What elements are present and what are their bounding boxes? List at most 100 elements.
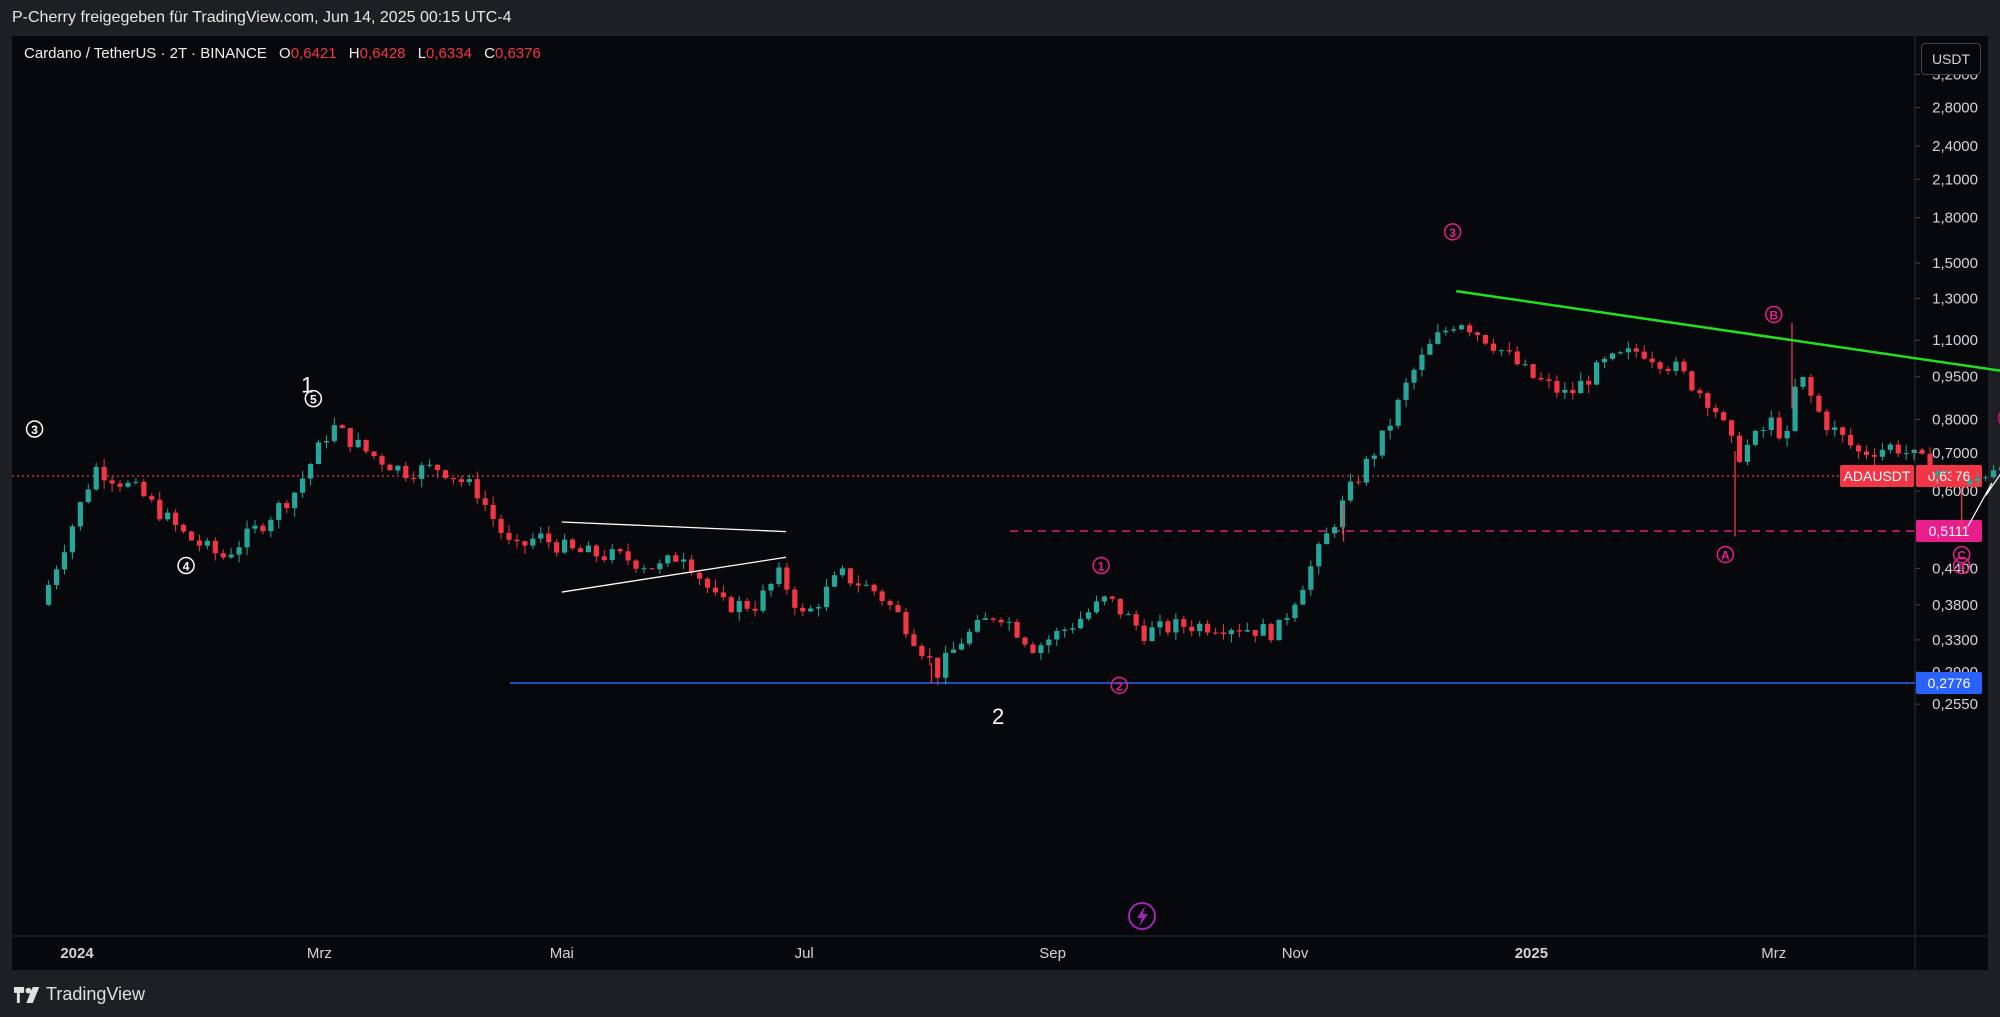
candle-body[interactable]: [1085, 612, 1092, 619]
candle-body[interactable]: [617, 549, 623, 552]
candle-body[interactable]: [681, 559, 687, 562]
candle-body[interactable]: [1038, 645, 1044, 653]
candle-body[interactable]: [1895, 444, 1901, 454]
candle-body[interactable]: [1594, 362, 1600, 385]
candle-body[interactable]: [117, 483, 123, 487]
candle-body[interactable]: [1466, 325, 1473, 333]
candle-body[interactable]: [1276, 619, 1282, 641]
candle-body[interactable]: [1101, 596, 1108, 602]
candle-body[interactable]: [760, 590, 766, 611]
candle-body[interactable]: [1181, 619, 1187, 627]
triangle-upper-line[interactable]: [561, 521, 787, 533]
candle-body[interactable]: [307, 464, 314, 479]
currency-button[interactable]: USDT: [1921, 43, 1981, 75]
candle-body[interactable]: [633, 560, 639, 569]
candle-body[interactable]: [292, 492, 298, 509]
candle-body[interactable]: [1538, 377, 1544, 380]
candle-body[interactable]: [927, 656, 933, 658]
candle-body[interactable]: [1848, 434, 1854, 446]
candle-body[interactable]: [839, 568, 846, 576]
candle-body[interactable]: [236, 547, 242, 555]
candle-body[interactable]: [1284, 617, 1290, 620]
candle-body[interactable]: [379, 456, 385, 465]
candle-body[interactable]: [1141, 625, 1147, 641]
trendline[interactable]: [1456, 289, 2000, 447]
candle-body[interactable]: [1189, 626, 1195, 632]
candle-body[interactable]: [1236, 630, 1242, 632]
candle-body[interactable]: [1427, 343, 1433, 355]
candle-body[interactable]: [141, 481, 147, 497]
candle-body[interactable]: [1324, 533, 1330, 545]
candle-body[interactable]: [363, 439, 369, 452]
candle-body[interactable]: [395, 465, 401, 471]
candle-body[interactable]: [1705, 393, 1711, 408]
candle-body[interactable]: [1554, 380, 1560, 393]
candle-body[interactable]: [1911, 449, 1917, 453]
candle-body[interactable]: [1474, 332, 1481, 335]
candle-body[interactable]: [1800, 376, 1806, 387]
candle-body[interactable]: [1292, 604, 1298, 618]
candle-body[interactable]: [1879, 449, 1885, 457]
candle-body[interactable]: [188, 531, 195, 541]
candle-body[interactable]: [1347, 481, 1354, 501]
candle-body[interactable]: [696, 572, 703, 579]
candle-body[interactable]: [966, 631, 973, 644]
candle-body[interactable]: [1935, 471, 1941, 476]
candle-body[interactable]: [1490, 343, 1497, 351]
candle-body[interactable]: [887, 601, 893, 606]
candle-body[interactable]: [268, 519, 274, 532]
candle-body[interactable]: [355, 439, 361, 448]
candle-body[interactable]: [1649, 358, 1655, 363]
candle-body[interactable]: [1332, 527, 1338, 534]
candle-body[interactable]: [1030, 644, 1036, 653]
candle-body[interactable]: [1395, 399, 1401, 426]
candle-body[interactable]: [1133, 614, 1139, 626]
candle-body[interactable]: [1205, 623, 1211, 633]
candle-body[interactable]: [982, 618, 988, 621]
candle-body[interactable]: [1673, 361, 1679, 371]
candle-body[interactable]: [728, 597, 734, 613]
candle-body[interactable]: [831, 575, 838, 587]
candle-body[interactable]: [1514, 351, 1520, 365]
candle-body[interactable]: [919, 645, 925, 657]
candle-body[interactable]: [1951, 470, 1957, 484]
candle-body[interactable]: [784, 567, 790, 590]
candle-body[interactable]: [768, 583, 774, 591]
candle-body[interactable]: [538, 533, 544, 539]
candle-body[interactable]: [1824, 411, 1830, 431]
candle-body[interactable]: [403, 465, 409, 478]
candle-body[interactable]: [101, 466, 107, 481]
candle-body[interactable]: [1173, 619, 1179, 633]
candle-body[interactable]: [1546, 379, 1552, 381]
candle-body[interactable]: [1022, 637, 1028, 645]
candle-body[interactable]: [1863, 451, 1870, 455]
candle-body[interactable]: [1308, 566, 1314, 590]
candle-body[interactable]: [855, 583, 861, 586]
candle-body[interactable]: [1228, 630, 1235, 635]
candle-body[interactable]: [974, 620, 980, 632]
candle-body[interactable]: [133, 481, 139, 483]
candle-body[interactable]: [1967, 480, 1973, 485]
candle-body[interactable]: [1260, 624, 1266, 636]
candle-body[interactable]: [1578, 380, 1584, 394]
candle-body[interactable]: [1617, 352, 1624, 354]
candle-body[interactable]: [1077, 618, 1084, 629]
price-axis[interactable]: [1915, 36, 1988, 970]
candle-body[interactable]: [1943, 470, 1949, 472]
candle-body[interactable]: [1665, 368, 1671, 371]
candle-body[interactable]: [1903, 452, 1909, 454]
candle-body[interactable]: [490, 504, 496, 519]
candle-body[interactable]: [1498, 350, 1504, 352]
candle-body[interactable]: [1808, 376, 1814, 396]
candle-body[interactable]: [1721, 412, 1727, 421]
candle-body[interactable]: [466, 479, 472, 483]
candle-body[interactable]: [85, 489, 91, 503]
candle-body[interactable]: [61, 552, 68, 570]
candle-body[interactable]: [1760, 429, 1766, 431]
candle-body[interactable]: [1093, 601, 1100, 613]
candle-body[interactable]: [125, 482, 131, 487]
candle-body[interactable]: [419, 465, 425, 479]
candle-body[interactable]: [649, 568, 655, 570]
candle-body[interactable]: [1990, 470, 1997, 478]
